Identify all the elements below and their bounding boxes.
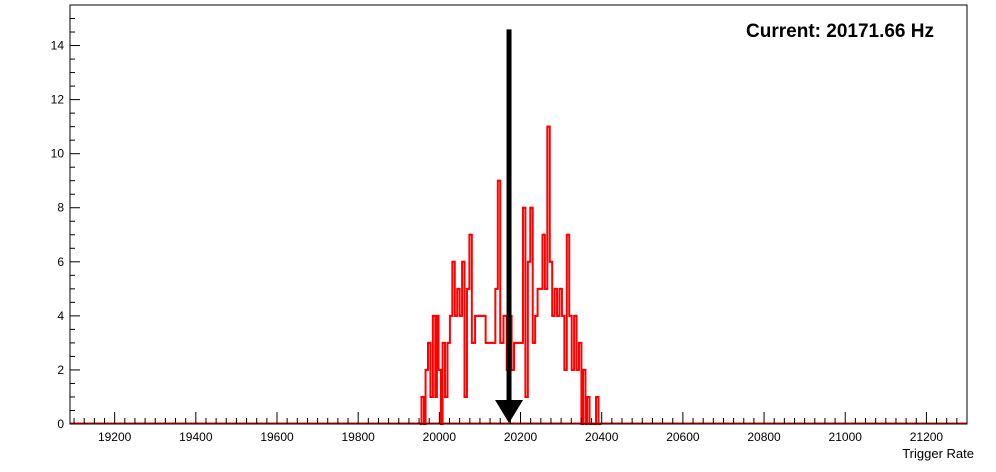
plot-area [70,29,967,425]
current-value-arrow-head [495,400,524,423]
x-tick-label: 19800 [341,430,375,444]
axes: 0 2 4 6 8 10 12 14 19200 19400 19600 19800 20000 2020… [51,4,968,444]
x-tick-label: 19600 [260,430,294,444]
y-tick-label: 12 [51,93,65,107]
y-tick-label: 10 [51,147,65,161]
plot-frame [69,4,968,425]
x-tick-label: 19400 [179,430,213,444]
x-tick-label: 20200 [504,430,538,444]
y-tick-label: 0 [57,417,64,431]
x-tick-label: 21200 [910,430,944,444]
x-tick-label: 20600 [666,430,700,444]
x-tick-label: 20400 [585,430,619,444]
y-tick-label: 2 [57,363,64,377]
y-tick-label: 8 [57,201,64,215]
current-rate-annotation: Current: 20171.66 Hz [746,21,934,42]
x-tick-label: 19200 [98,430,132,444]
x-axis-title: Trigger Rate [902,446,974,461]
y-tick-label: 6 [57,255,64,269]
x-tick-label: 20800 [747,430,781,444]
x-tick-label: 21000 [829,430,863,444]
y-tick-label: 4 [57,309,64,323]
y-tick-label: 14 [51,39,65,53]
x-tick-label: 20000 [423,430,457,444]
